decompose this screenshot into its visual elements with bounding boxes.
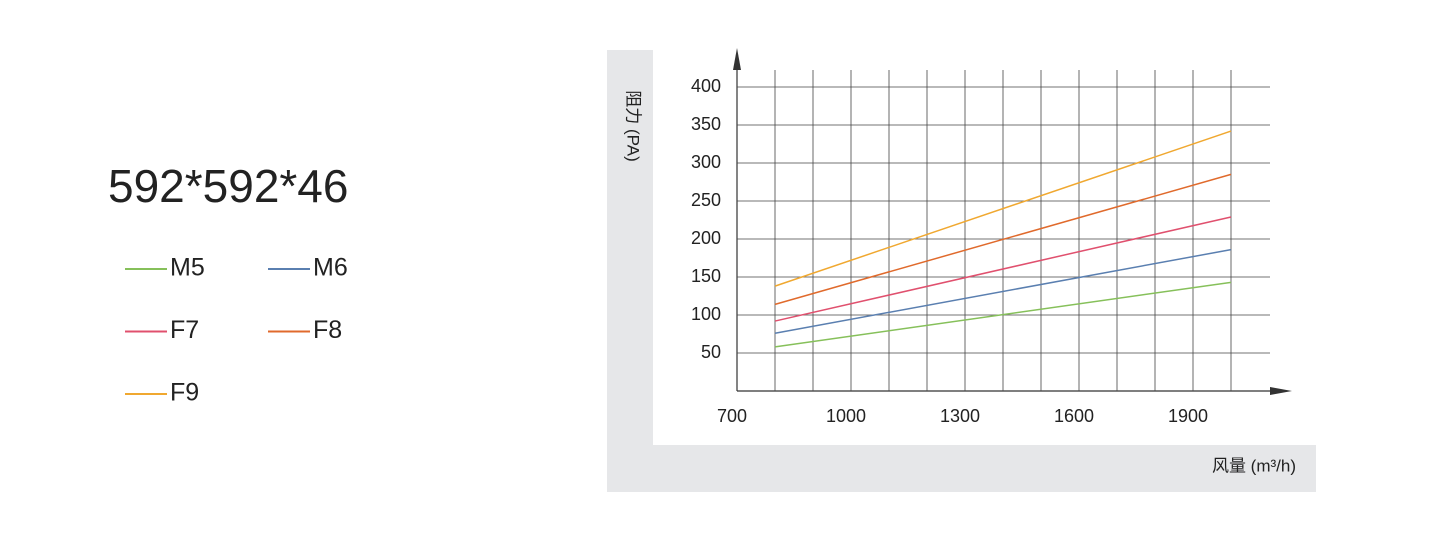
plot-bg bbox=[653, 50, 1316, 445]
series-line bbox=[774, 281, 1232, 348]
series-line bbox=[774, 216, 1232, 322]
x-tick-label: 1900 bbox=[1168, 406, 1208, 426]
legend-label: M5 bbox=[170, 254, 205, 282]
y-tick-label: 400 bbox=[691, 76, 721, 96]
chart-title: 592*592*46 bbox=[108, 160, 348, 212]
y-tick-label: 100 bbox=[691, 304, 721, 324]
x-tick-label: 700 bbox=[717, 406, 747, 426]
y-tick-label: 300 bbox=[691, 152, 721, 172]
x-tick-label: 1300 bbox=[940, 406, 980, 426]
y-tick-label: 50 bbox=[701, 342, 721, 362]
series-line bbox=[774, 173, 1232, 306]
series-line bbox=[774, 130, 1232, 287]
legend-label: F9 bbox=[170, 379, 199, 407]
y-arrow bbox=[733, 48, 741, 70]
x-axis-label: 风量 (m³/h) bbox=[1212, 456, 1296, 475]
y-tick-label: 350 bbox=[691, 114, 721, 134]
y-tick-label: 200 bbox=[691, 228, 721, 248]
x-tick-label: 1000 bbox=[826, 406, 866, 426]
y-tick-label: 150 bbox=[691, 266, 721, 286]
legend-label: F7 bbox=[170, 316, 199, 344]
x-arrow bbox=[1270, 387, 1292, 395]
series-line bbox=[774, 248, 1232, 334]
y-tick-label: 250 bbox=[691, 190, 721, 210]
x-tick-label: 1600 bbox=[1054, 406, 1094, 426]
y-axis-label: 阻力 (PA) bbox=[624, 90, 643, 161]
legend-label: F8 bbox=[313, 316, 342, 344]
legend-label: M6 bbox=[313, 254, 348, 282]
